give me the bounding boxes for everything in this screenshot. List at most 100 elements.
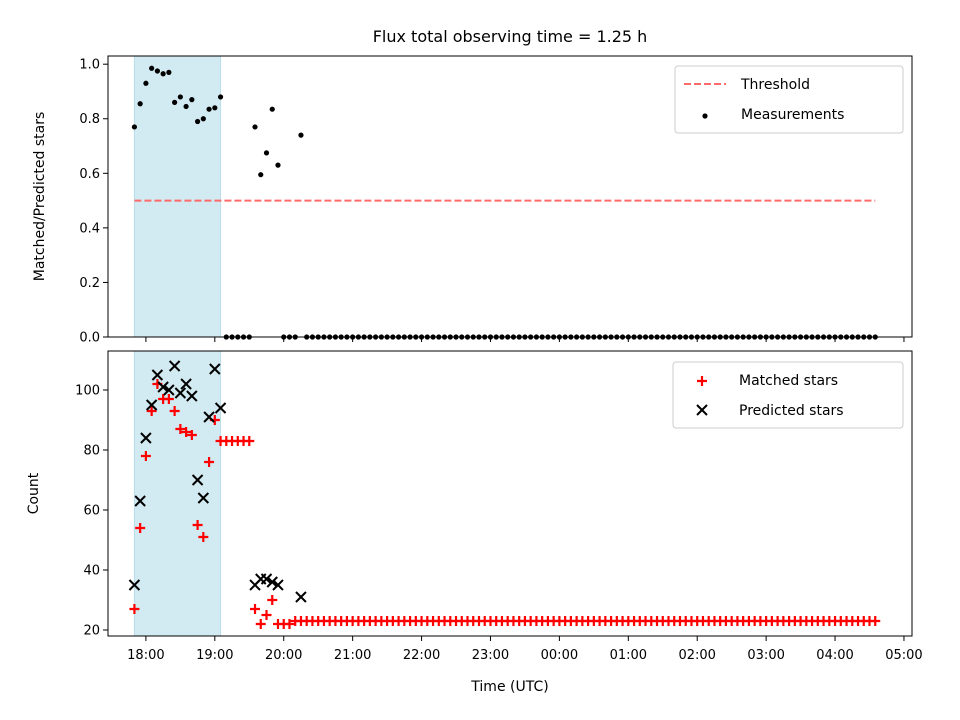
matched-star-point [175,424,186,434]
matched-star-point [192,520,203,530]
x-tick-label-1: 19:00 [196,648,233,663]
y-tick-label-1-1: 40 [83,564,100,579]
x-tick-label-7: 01:00 [610,648,647,663]
predicted-star-point [180,378,192,390]
predicted-star-point [209,363,221,375]
x-tick-label-10: 04:00 [816,648,853,663]
legend-predicted-swatch [696,404,708,416]
predicted-star-point [174,387,187,399]
measurement-point [131,124,138,130]
ratio-panel: 0.0 0.2 0.4 0.6 0.8 1.0 Threshold Measurements [79,55,913,346]
x-tick-label-4: 22:00 [403,648,440,663]
matched-star-point [135,523,146,533]
predicted-star-point [260,573,273,585]
x-tick-label-6: 00:00 [541,648,578,663]
y-axis-label-count: Count [26,472,42,514]
predicted-star-point [157,381,169,393]
y-tick-label-0-4: 0.8 [79,112,100,127]
predicted-star-point [295,591,307,603]
observing-span-0 [133,55,222,338]
y-tick-label-0-3: 0.6 [79,167,100,182]
measurement-point [183,103,189,110]
measurement-point [137,101,143,107]
matched-star-point [169,406,180,416]
legend-top: Threshold Measurements [674,65,904,134]
predicted-star-point [197,492,210,504]
predicted-star-point [151,369,164,381]
matched-star-point [186,430,197,440]
legend-threshold-label: Threshold [740,77,810,93]
x-tick-label-9: 03:00 [747,648,784,663]
y-tick-label-0-2: 0.4 [79,221,100,236]
legend-box-top [674,65,904,134]
x-tick-label-5: 23:00 [472,648,509,663]
measurement-point [200,116,206,122]
axes-frame-bottom [107,350,913,637]
y-tick-label-0-0: 0.0 [79,331,100,346]
matched-star-point [198,532,209,542]
count-panel: 20 40 60 80 100 18:00 19:00 20:00 21:00 22:00 23:0… [75,350,923,663]
y-tick-label-0-5: 1.0 [79,58,100,73]
matched-star-point [870,616,881,626]
measurement-point [258,172,264,178]
matched-star-point [140,451,151,461]
legend-predicted-label: Predicted stars [739,403,844,419]
legend-bottom: Matched stars Predicted stars [672,361,904,429]
matched-star-point [163,394,174,404]
matched-star-point [244,436,255,446]
matched-star-point [261,610,272,620]
measurement-point [275,162,281,168]
measurement-point [194,118,201,125]
x-tick-label-11: 05:00 [885,648,922,663]
matched-star-point [255,619,266,629]
matched-star-point [204,457,215,467]
legend-matched-swatch [697,376,707,386]
y-tick-label-1-2: 60 [83,504,100,519]
measurement-point [143,80,149,86]
measurement-point [189,97,195,103]
legend-matched-label: Matched stars [739,373,838,389]
axes-frame-top [107,55,913,338]
predicted-star-point [163,384,175,396]
predicted-star-point [145,399,158,411]
measurement-point [149,65,155,71]
measurement-point [298,132,304,138]
measurement-point [212,105,218,111]
matched-star-point [181,427,192,437]
x-tick-label-8: 02:00 [678,648,715,663]
y-tick-label-1-4: 100 [75,384,100,399]
y-tick-label-1-0: 20 [83,624,100,639]
y-axis-label-ratio: Matched/Predicted stars [32,112,48,282]
legend-box-bottom [672,361,904,429]
predicted-star-point [140,432,152,444]
predicted-star-point [214,402,227,414]
measurement-point [263,150,270,156]
predicted-star-point [134,495,146,507]
measurement-point [172,99,178,105]
measurement-point [217,94,224,100]
measurement-point [160,71,166,77]
x-tick-label-0: 18:00 [127,648,164,663]
y-tick-label-1-3: 80 [83,444,100,459]
legend-measurements-swatch [702,113,708,119]
measurement-point [166,69,172,75]
chart-title: Flux total observing time = 1.25 h [373,27,648,46]
x-tick-label-3: 21:00 [334,648,371,663]
matched-star-point [250,604,261,614]
x-axis-label: Time (UTC) [470,679,548,695]
predicted-star-point [203,411,215,423]
matched-star-point [129,604,140,614]
matched-star-point [146,406,157,416]
measurement-point [177,94,183,100]
matched-star-point [267,595,278,605]
matched-star-point [284,619,295,629]
predicted-star-point [272,579,284,591]
legend-measurements-label: Measurements [741,107,844,123]
predicted-star-point [168,360,181,372]
predicted-star-point [191,474,204,486]
predicted-star-point [266,576,278,588]
predicted-star-point [186,390,198,402]
measurement-point [206,106,212,112]
measurement-point [154,68,160,74]
